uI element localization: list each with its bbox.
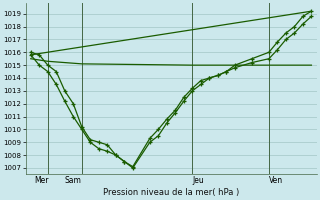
X-axis label: Pression niveau de la mer( hPa ): Pression niveau de la mer( hPa ): [103, 188, 239, 197]
